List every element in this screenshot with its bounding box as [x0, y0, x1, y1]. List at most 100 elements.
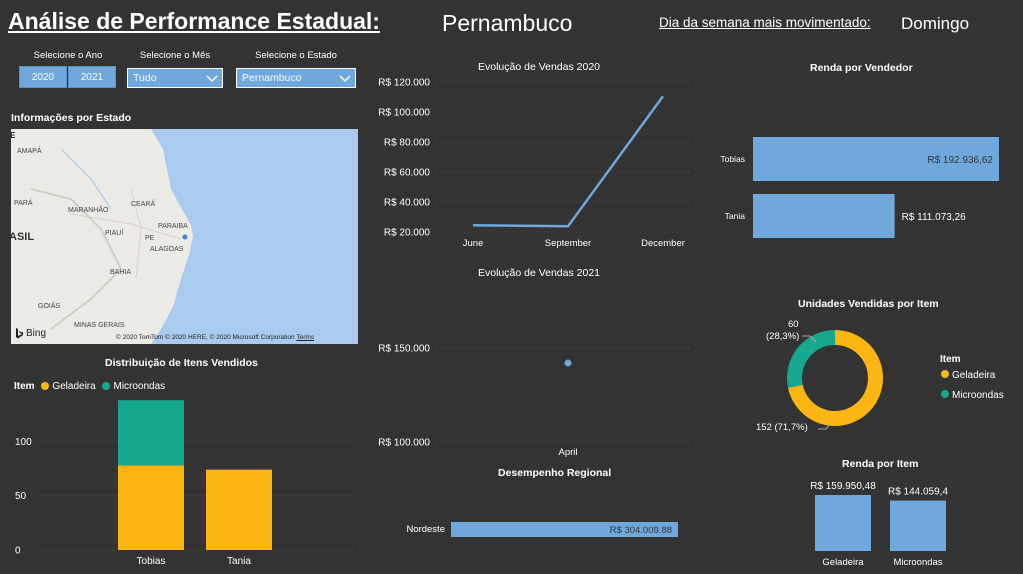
- year-2020-button[interactable]: 2020: [19, 66, 67, 88]
- month-select[interactable]: Tudo: [127, 68, 223, 88]
- sales2020-line: [472, 95, 665, 228]
- label-leader: [818, 423, 831, 430]
- units-chart: 152 (71,7%) 60(28,3%) Item Geladeira Microon…: [756, 319, 1004, 433]
- map-label-para: PARÁ: [14, 200, 33, 207]
- distribution-chart-title: Distribuição de Itens Vendidos: [105, 357, 258, 369]
- data-label: R$ 304.009.88: [610, 525, 672, 536]
- y-tick-label: R$ 150.000: [378, 344, 430, 355]
- units-title: Unidades Vendidas por Item: [798, 298, 939, 310]
- data-label: 152 (71,7%): [756, 422, 808, 433]
- bing-logo: Bing: [15, 328, 46, 339]
- y-tick-label: R$ 100.000: [378, 108, 430, 119]
- regional-title: Desempenho Regional: [498, 467, 612, 479]
- data-label: R$ 192.936,62: [927, 155, 993, 166]
- seller-title: Renda por Vendedor: [810, 62, 913, 74]
- microondas-dot-icon: [102, 382, 111, 391]
- y-tick-label: R$ 80.000: [384, 138, 431, 149]
- state-select-value: Pernambuco: [242, 72, 302, 84]
- data-label: (28,3%): [766, 331, 799, 342]
- legend-label: Microondas: [952, 390, 1004, 401]
- map-label-paraiba: PARAIBA: [158, 223, 188, 230]
- pernambuco-marker[interactable]: [182, 234, 188, 240]
- seller-bar: [753, 137, 999, 181]
- microondas-dot-icon: [941, 390, 949, 398]
- donut-slice-geladeira: [788, 330, 883, 426]
- y-tick-label: 0: [15, 546, 21, 557]
- sales2021-title: Evolução de Vendas 2021: [478, 267, 601, 279]
- distribution-bar-microondas: [118, 400, 184, 466]
- sales2021-point: [564, 359, 572, 367]
- seller-bar: [753, 194, 895, 238]
- year-2021-button[interactable]: 2021: [68, 66, 116, 88]
- category-label: Tania: [725, 211, 746, 221]
- data-label: R$ 111.073,26: [902, 212, 967, 223]
- itemrev-chart: R$ 159.950,48 Geladeira R$ 144.059,4 Microo…: [810, 481, 948, 568]
- legend-title: Item: [14, 381, 35, 392]
- y-tick-label: R$ 20.000: [384, 228, 431, 239]
- legend-microondas: Microondas: [113, 381, 166, 392]
- distribution-bar-geladeira: [206, 469, 272, 550]
- regional-bar: [451, 522, 678, 537]
- map-label-goias: GOIÁS: [38, 303, 61, 310]
- regional-chart: Nordeste R$ 304.009.88: [406, 522, 678, 537]
- map-label-piaui: PIAUÍ: [105, 230, 124, 237]
- category-label: Microondas: [893, 557, 942, 568]
- distribution-legend: Item Geladeira Microondas: [14, 381, 165, 392]
- y-tick-label: R$ 100.000: [378, 438, 430, 449]
- x-tick-label: September: [545, 238, 591, 249]
- data-label: R$ 159.950,48: [810, 481, 876, 492]
- itemrev-bar: [890, 500, 946, 551]
- map-label-amapa: AMAPÁ: [17, 148, 42, 155]
- donut-slice-microondas: [787, 330, 835, 388]
- data-label: 60: [788, 319, 799, 330]
- x-tick-label: April: [558, 447, 577, 458]
- chevron-down-icon: [206, 75, 218, 83]
- distribution-chart: 0 50 100 Tobias Tania: [15, 400, 355, 567]
- map-label-maranhao: MARANHÃO: [68, 207, 109, 214]
- geladeira-dot-icon: [41, 382, 50, 391]
- map-attribution: © 2020 TomTom © 2020 HERE, © 2020 Micros…: [116, 334, 315, 341]
- category-label: Tania: [227, 556, 251, 567]
- sales2021-chart: R$ 100.000 R$ 150.000 April: [378, 344, 690, 458]
- legend-geladeira: Geladeira: [52, 381, 96, 392]
- map-label-alagoas: ALAGOAS: [150, 246, 184, 253]
- y-tick-label: R$ 120.000: [378, 78, 430, 89]
- month-filter-label: Selecione o Mês: [139, 50, 211, 61]
- label-leader: [802, 335, 817, 343]
- y-tick-label: 50: [15, 491, 27, 502]
- page-title: Análise de Performance Estadual:: [8, 8, 380, 34]
- state-select[interactable]: Pernambuco: [236, 68, 356, 88]
- category-label: Tobias: [720, 154, 745, 164]
- year-filter-label: Selecione o Ano: [33, 50, 103, 61]
- itemrev-title: Renda por Item: [842, 458, 919, 470]
- y-tick-label: R$ 60.000: [384, 168, 431, 179]
- legend-label: Geladeira: [952, 370, 996, 381]
- map-label-minas-gerais: MINAS GERAIS: [74, 322, 125, 329]
- bing-icon: [16, 328, 23, 339]
- y-tick-label: 100: [15, 437, 32, 448]
- state-map[interactable]: E AMAPÁ PARÁ MARANHÃO CEARÁ PARAIBA PIAU…: [11, 129, 358, 344]
- chevron-down-icon: [339, 75, 351, 83]
- map-landmass: [11, 129, 193, 344]
- legend-title: Item: [940, 354, 961, 365]
- y-tick-label: R$ 40.000: [384, 198, 431, 209]
- month-select-value: Tudo: [133, 72, 157, 84]
- busiest-day-label: Dia da semana mais movimentado:: [659, 15, 871, 30]
- data-label: R$ 144.059,4: [888, 487, 948, 498]
- sales2020-title: Evolução de Vendas 2020: [478, 61, 601, 73]
- selected-state-title: Pernambuco: [442, 10, 573, 36]
- map-terms-link[interactable]: Terms: [296, 334, 315, 341]
- map-label-pe: PE: [145, 235, 155, 242]
- distribution-bar-geladeira: [118, 465, 184, 550]
- busiest-day-value: Domingo: [901, 14, 970, 33]
- geladeira-dot-icon: [941, 370, 949, 378]
- category-label: Nordeste: [406, 524, 445, 535]
- map-label-bahia: BAHIA: [110, 269, 132, 276]
- seller-chart: Tobias R$ 192.936,62 Tania R$ 111.073,26: [720, 137, 999, 238]
- category-label: Tobias: [137, 556, 166, 567]
- itemrev-bar: [815, 495, 871, 551]
- map-label-brasil: ASIL: [11, 231, 35, 243]
- x-tick-label: December: [641, 238, 685, 249]
- state-filter-label: Selecione o Estado: [255, 50, 337, 61]
- map-label-ceara: CEARÁ: [131, 201, 156, 208]
